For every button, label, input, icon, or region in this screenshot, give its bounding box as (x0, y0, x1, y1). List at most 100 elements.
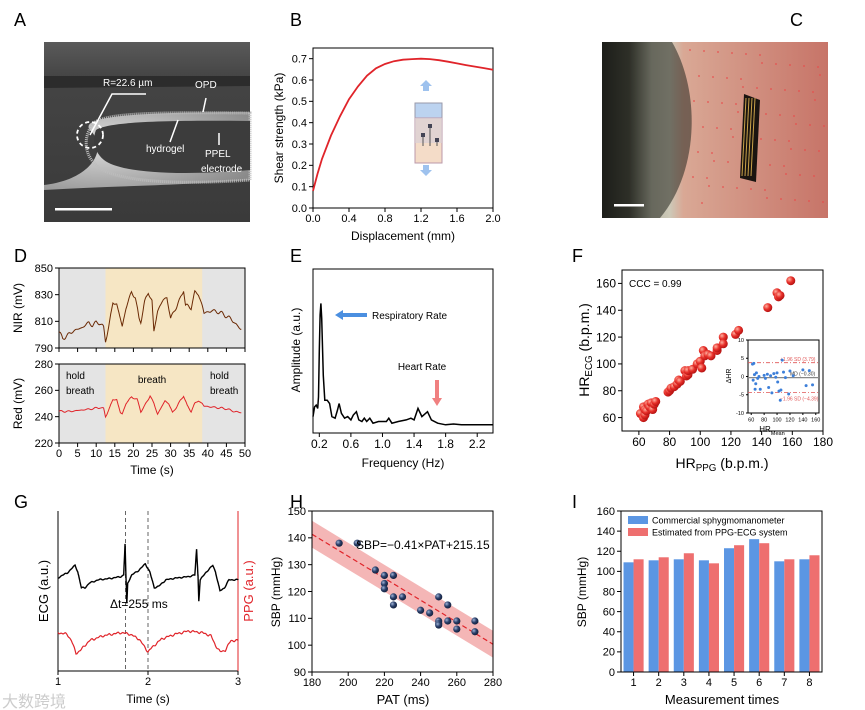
skin-texture-dot (793, 115, 795, 117)
x-tick-label: 1 (55, 676, 61, 688)
inset-point (763, 376, 767, 380)
scale-bar (614, 204, 644, 207)
skin-texture-dot (813, 175, 815, 177)
y-tick-label: 120 (288, 586, 306, 598)
y-tick-label: 80 (603, 384, 617, 398)
skin-texture-dot (794, 199, 796, 201)
inset-point (776, 380, 780, 384)
x-tick-label: 160 (811, 418, 820, 424)
x-tick-label: 280 (484, 677, 502, 689)
x-axis-label: Time (s) (126, 692, 170, 706)
inset-line-label: −1.96 SD (−4.39) (780, 397, 819, 403)
ppel-label: PPEL (205, 149, 231, 160)
bar-commercial (799, 559, 810, 672)
x-tick-label: 7 (781, 677, 787, 689)
data-point (453, 617, 461, 625)
data-point (353, 539, 361, 547)
data-point (706, 351, 716, 361)
y-tick-label: 0 (609, 667, 615, 679)
x-tick-label: 80 (761, 418, 767, 424)
plot-frame-E (312, 268, 494, 434)
x-tick-label: 8 (806, 677, 812, 689)
bar-commercial (749, 539, 760, 672)
watermark-logo: 大数跨境 (2, 692, 66, 710)
y-tick-label: 150 (288, 506, 306, 518)
y-tick-label: -5 (739, 393, 744, 399)
inset-point (769, 374, 773, 378)
skin-texture-dot (697, 151, 699, 153)
breath-region (105, 268, 203, 348)
radius-label: R=22.6 µm (103, 78, 152, 89)
x-tick-label: 1.4 (406, 437, 423, 451)
inset-point (807, 369, 811, 373)
panel-label-C: C (790, 10, 803, 30)
skin-texture-dot (790, 148, 792, 150)
x-axis-label: Measurement times (665, 692, 780, 707)
x-tick-label: 0.0 (305, 213, 320, 225)
skin-texture-dot (789, 64, 791, 66)
x-tick-label: 40 (202, 448, 214, 460)
x-axis-label: Frequency (Hz) (362, 456, 445, 470)
y-tick-label: 220 (35, 438, 53, 450)
skin-texture-dot (701, 202, 703, 204)
skin-texture-dot (795, 123, 797, 125)
y-tick-label: 830 (35, 290, 53, 302)
x-tick-label: 0.8 (377, 213, 392, 225)
sem-inner (94, 120, 250, 173)
skin-texture-dot (703, 50, 705, 52)
y-tick-label: 0.1 (292, 182, 307, 194)
sem-dark-band (44, 76, 250, 88)
x-tick-label: 240 (411, 677, 429, 689)
data-point (380, 571, 388, 580)
y-tick-label: 0.6 (292, 75, 307, 87)
bar-estimated (809, 555, 820, 672)
x-tick-label: 2 (656, 677, 662, 689)
skin-texture-dot (812, 91, 814, 93)
plot-frame-B (312, 47, 494, 209)
y-tick-label: 0.2 (292, 160, 307, 172)
x-tick-label: 160 (782, 435, 802, 449)
x-tick-label: 10 (90, 448, 102, 460)
panel-label-B: B (290, 10, 302, 30)
skin-texture-dot (817, 66, 819, 68)
inset-point (791, 374, 795, 378)
shear-test-device-illustration (414, 80, 443, 176)
data-point (651, 396, 661, 406)
bar-estimated (708, 563, 719, 672)
bar-estimated (683, 553, 694, 672)
annotation-respiratory: Respiratory Rate (372, 311, 447, 322)
x-tick-label: 0.6 (343, 437, 360, 451)
region-label: breath (66, 386, 94, 397)
fit-line (311, 533, 494, 645)
skin-texture-dot (692, 176, 694, 178)
skin-texture-dot (760, 138, 762, 140)
opd-label: OPD (195, 80, 217, 91)
x-tick-label: 1.0 (374, 437, 391, 451)
x-tick-label: 80 (663, 435, 677, 449)
x-tick-label: 100 (690, 435, 710, 449)
sem-image: R=22.6 µm OPD hydrogel PPEL electrode (44, 42, 252, 222)
x-tick-label: 25 (146, 448, 158, 460)
data-point (763, 303, 773, 313)
data-point (398, 593, 407, 601)
data-point (389, 571, 398, 580)
y-tick-label: 120 (597, 546, 615, 558)
inset-point (782, 370, 785, 374)
spectrum-line (312, 303, 493, 426)
y-tick-label: 260 (35, 385, 53, 397)
red-signal (58, 394, 242, 419)
inset-point (767, 385, 771, 389)
data-point (389, 593, 398, 601)
y-tick-label: 100 (288, 640, 306, 652)
skin-texture-dot (823, 125, 825, 127)
skin-texture-dot (783, 165, 785, 167)
legend-label: Estimated from PPG-ECG system (652, 528, 788, 538)
shear-curve (312, 57, 494, 192)
data-point (335, 539, 343, 547)
inset-point (779, 388, 783, 392)
data-point (786, 276, 796, 286)
y-tick-label: 280 (35, 359, 53, 371)
skin-texture-dot (737, 111, 739, 113)
skin-texture-dot (764, 189, 766, 191)
skin-texture-dot (784, 89, 786, 91)
